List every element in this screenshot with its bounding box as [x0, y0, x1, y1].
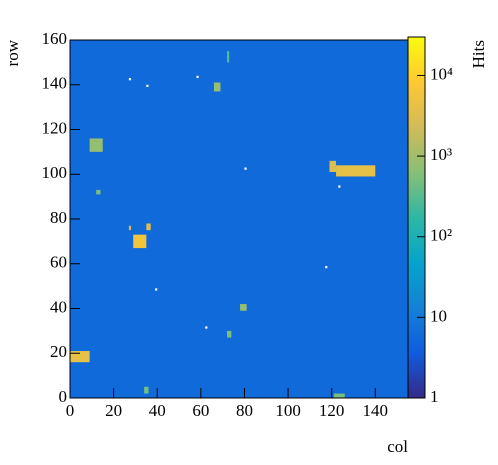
heatmap-cell — [70, 351, 90, 363]
heatmap-cell — [336, 165, 376, 177]
colorbar-tick-label: 1 — [430, 387, 439, 406]
colorbar — [408, 37, 425, 398]
heatmap-cell — [146, 223, 151, 231]
heatmap-cell — [213, 82, 221, 92]
heatmap-cell — [96, 189, 101, 195]
y-tick-label: 120 — [42, 118, 68, 137]
heatmap-cell — [227, 330, 232, 338]
x-tick-label: 0 — [66, 401, 75, 420]
heatmap-cell — [338, 185, 341, 188]
heatmap-cell — [128, 78, 132, 81]
heatmap-cell — [89, 138, 103, 152]
heatmap-cell — [155, 288, 158, 291]
colorbar-tick-label: 10 — [430, 306, 447, 325]
heatmap-cell — [133, 234, 147, 249]
y-tick-label: 40 — [50, 297, 67, 316]
heatmap-background — [70, 40, 408, 398]
heatmap-cell — [227, 51, 230, 63]
colorbar-frame — [407, 36, 426, 399]
x-tick-label: 40 — [149, 401, 166, 420]
heatmap-cell — [128, 225, 132, 231]
heatmap-cell — [244, 167, 247, 170]
x-tick-label: 20 — [105, 401, 122, 420]
x-tick-label: 60 — [192, 401, 209, 420]
y-axis-label: row — [3, 39, 22, 66]
heatmap — [70, 40, 408, 398]
heatmap-cell — [146, 84, 149, 87]
heatmap-cell — [144, 386, 149, 394]
x-tick-label: 140 — [363, 401, 389, 420]
x-tick-label: 120 — [319, 401, 345, 420]
y-tick-label: 80 — [50, 208, 67, 227]
colorbar-tick-label: 10⁴ — [430, 64, 453, 83]
heatmap-cell — [240, 304, 247, 311]
x-tick-label: 80 — [236, 401, 253, 420]
y-tick-label: 160 — [42, 29, 68, 48]
x-axis-label: col — [387, 437, 408, 456]
x-tick-label: 100 — [275, 401, 301, 420]
y-tick-label: 140 — [42, 74, 68, 93]
colorbar-tick-label: 10³ — [430, 145, 452, 164]
heatmap-cell — [196, 75, 199, 79]
colorbar-tick-label: 10² — [430, 226, 452, 245]
y-tick-label: 60 — [50, 253, 67, 272]
heatmap-cell — [205, 326, 208, 329]
colorbar-label: Hits — [469, 40, 488, 68]
heatmap-cell — [333, 393, 345, 398]
y-tick-label: 20 — [50, 342, 67, 361]
y-tick-label: 0 — [59, 387, 68, 406]
heatmap-cell — [329, 160, 337, 173]
y-tick-label: 100 — [42, 163, 68, 182]
heatmap-cell — [325, 265, 328, 269]
